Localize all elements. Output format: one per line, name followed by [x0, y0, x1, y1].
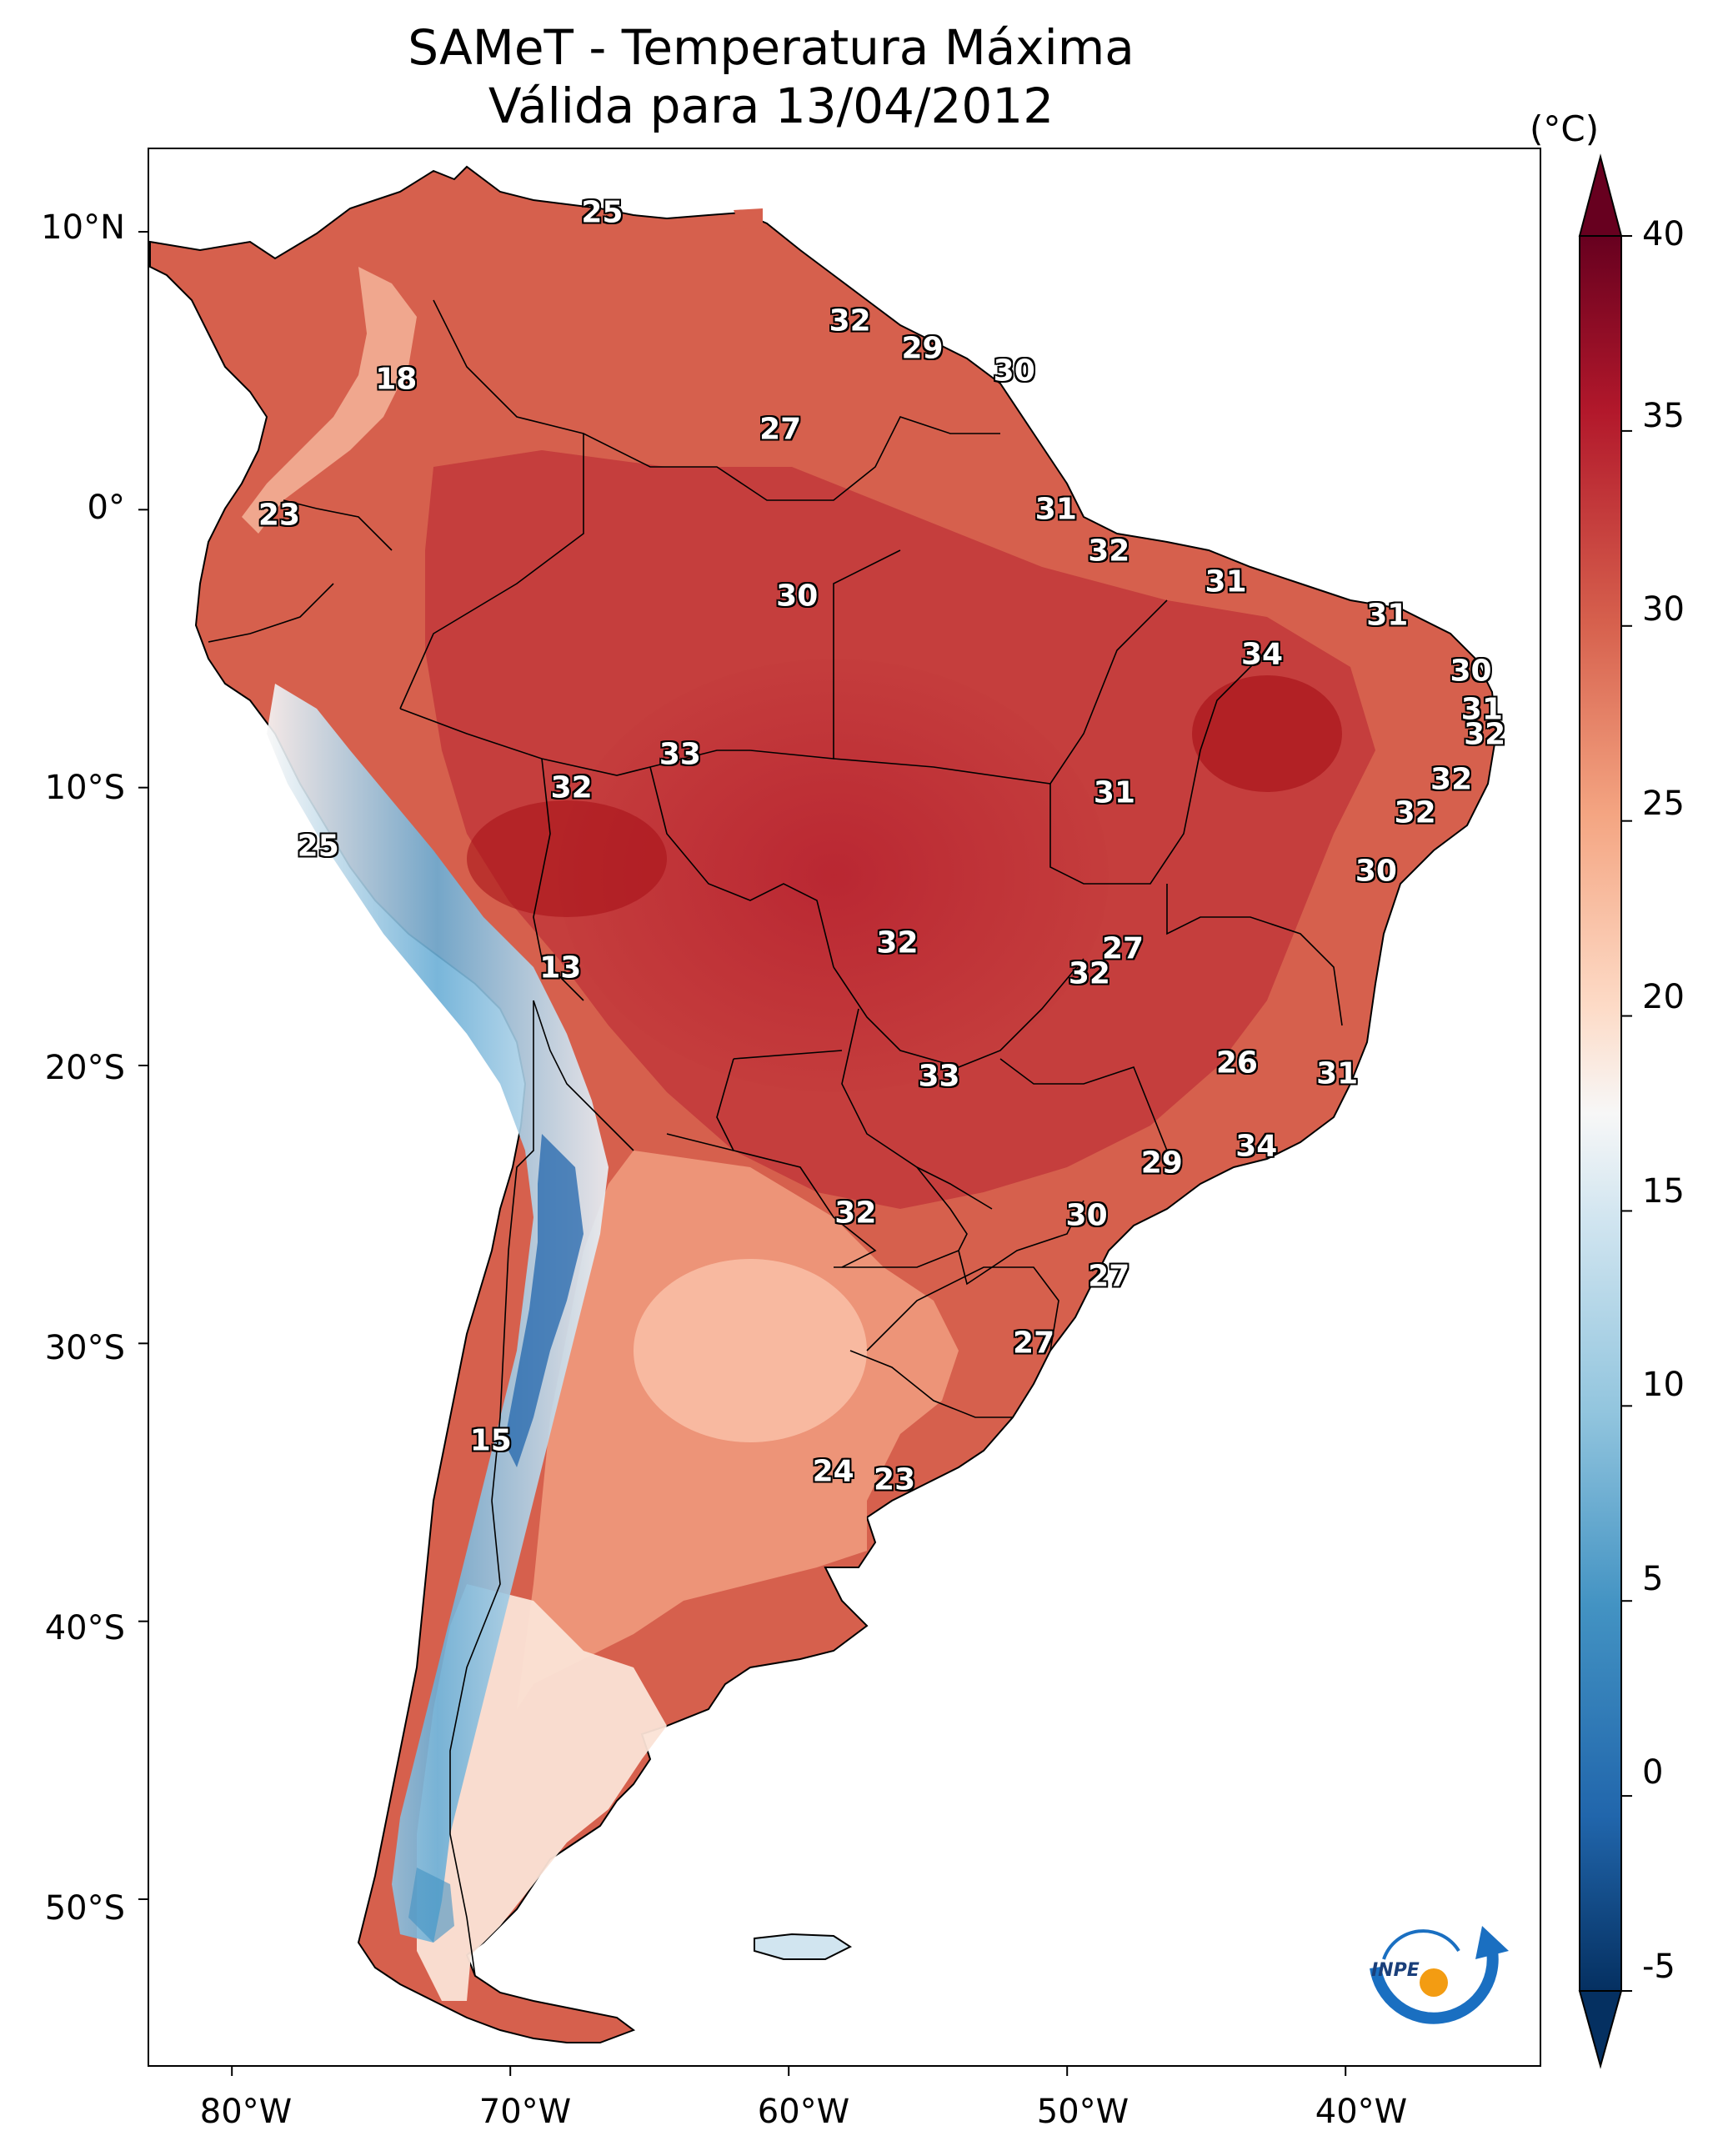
station-value-label: 30	[1450, 654, 1492, 689]
colorbar-tick-35: 35	[1642, 397, 1685, 435]
station-value-label: 32	[1088, 534, 1130, 569]
station-value-label: 18	[375, 362, 418, 397]
station-value-label: 32	[834, 1196, 877, 1231]
station-value-label: 33	[918, 1059, 960, 1094]
station-value-label: 32	[550, 770, 593, 805]
station-value-label: 25	[297, 829, 339, 864]
station-value-label: 32	[829, 303, 871, 338]
station-value-label: 27	[759, 412, 802, 447]
continent-temperature-field	[149, 165, 1498, 2043]
state-and-country-borders	[208, 299, 1343, 1977]
station-value-label: 27	[1088, 1259, 1130, 1294]
lat-label-equator: 0°	[87, 489, 125, 527]
colorbar-unit: (°C)	[1530, 108, 1600, 149]
colorbar	[1578, 153, 1623, 2069]
lon-label-40w: 40°W	[1315, 2093, 1408, 2131]
lat-label-40s: 40°S	[44, 1609, 125, 1647]
station-value-label: 31	[1316, 1056, 1359, 1091]
station-value-label: 31	[1034, 492, 1077, 527]
station-value-label: 32	[1394, 795, 1436, 830]
station-value-label: 23	[258, 498, 301, 533]
lat-label-50s: 50°S	[44, 1889, 125, 1928]
station-value-label: 30	[1355, 854, 1397, 889]
station-value-label: 13	[539, 950, 582, 985]
station-value-label: 34	[1235, 1129, 1278, 1164]
map-title-line1: SAMeT - Temperatura Máxima	[408, 19, 1134, 76]
station-value-label: 26	[1215, 1045, 1258, 1081]
station-value-label: 29	[901, 331, 944, 366]
colorbar-tick-0: 0	[1642, 1753, 1664, 1792]
colorbar-tick-20: 20	[1642, 978, 1685, 1016]
lon-label-50w: 50°W	[1036, 2093, 1129, 2131]
station-value-label: 31	[1460, 692, 1503, 727]
lat-label-10n: 10°N	[41, 208, 125, 247]
map-title-line2: Válida para 13/04/2012	[488, 78, 1054, 134]
station-value-label: 31	[1093, 775, 1136, 810]
station-value-label: 32	[876, 925, 919, 960]
station-value-label: 33	[659, 737, 701, 772]
lat-label-30s: 30°S	[44, 1329, 125, 1367]
lon-label-80w: 80°W	[199, 2093, 293, 2131]
lon-label-60w: 60°W	[757, 2093, 850, 2131]
station-value-label: 30	[993, 353, 1035, 389]
colorbar-tick-40: 40	[1642, 215, 1685, 253]
station-value-label: 32	[1068, 956, 1110, 991]
station-value-label: 30	[776, 579, 819, 614]
station-value-label: 29	[1140, 1146, 1183, 1181]
station-value-label: 27	[1101, 931, 1144, 966]
lat-label-10s: 10°S	[44, 769, 125, 807]
station-value-label: 31	[1205, 564, 1247, 599]
station-value-label: 23	[874, 1462, 916, 1497]
colorbar-tick-25: 25	[1642, 785, 1685, 823]
lon-label-70w: 70°W	[478, 2093, 572, 2131]
colorbar-tick-5: 5	[1642, 1560, 1664, 1598]
station-value-label: 30	[1065, 1198, 1108, 1233]
station-value-label: 27	[1013, 1326, 1055, 1361]
colorbar-tick-15: 15	[1642, 1172, 1685, 1211]
lat-label-20s: 20°S	[44, 1049, 125, 1087]
colorbar-tick-30: 30	[1642, 590, 1685, 629]
station-value-label: 32	[1430, 762, 1473, 797]
colorbar-tick-10: 10	[1642, 1366, 1685, 1404]
station-value-label: 34	[1240, 637, 1284, 672]
station-value-label: 31	[1366, 598, 1409, 633]
station-value-label: 25	[581, 195, 624, 230]
station-value-label: 24	[812, 1454, 854, 1489]
station-value-label: 32	[1464, 717, 1506, 752]
inpe-logo-text: INPE	[1371, 1960, 1420, 1981]
inpe-logo: INPE	[1370, 1926, 1509, 2024]
station-value-label: 15	[469, 1423, 512, 1458]
colorbar-tick-neg5: -5	[1642, 1948, 1675, 1986]
